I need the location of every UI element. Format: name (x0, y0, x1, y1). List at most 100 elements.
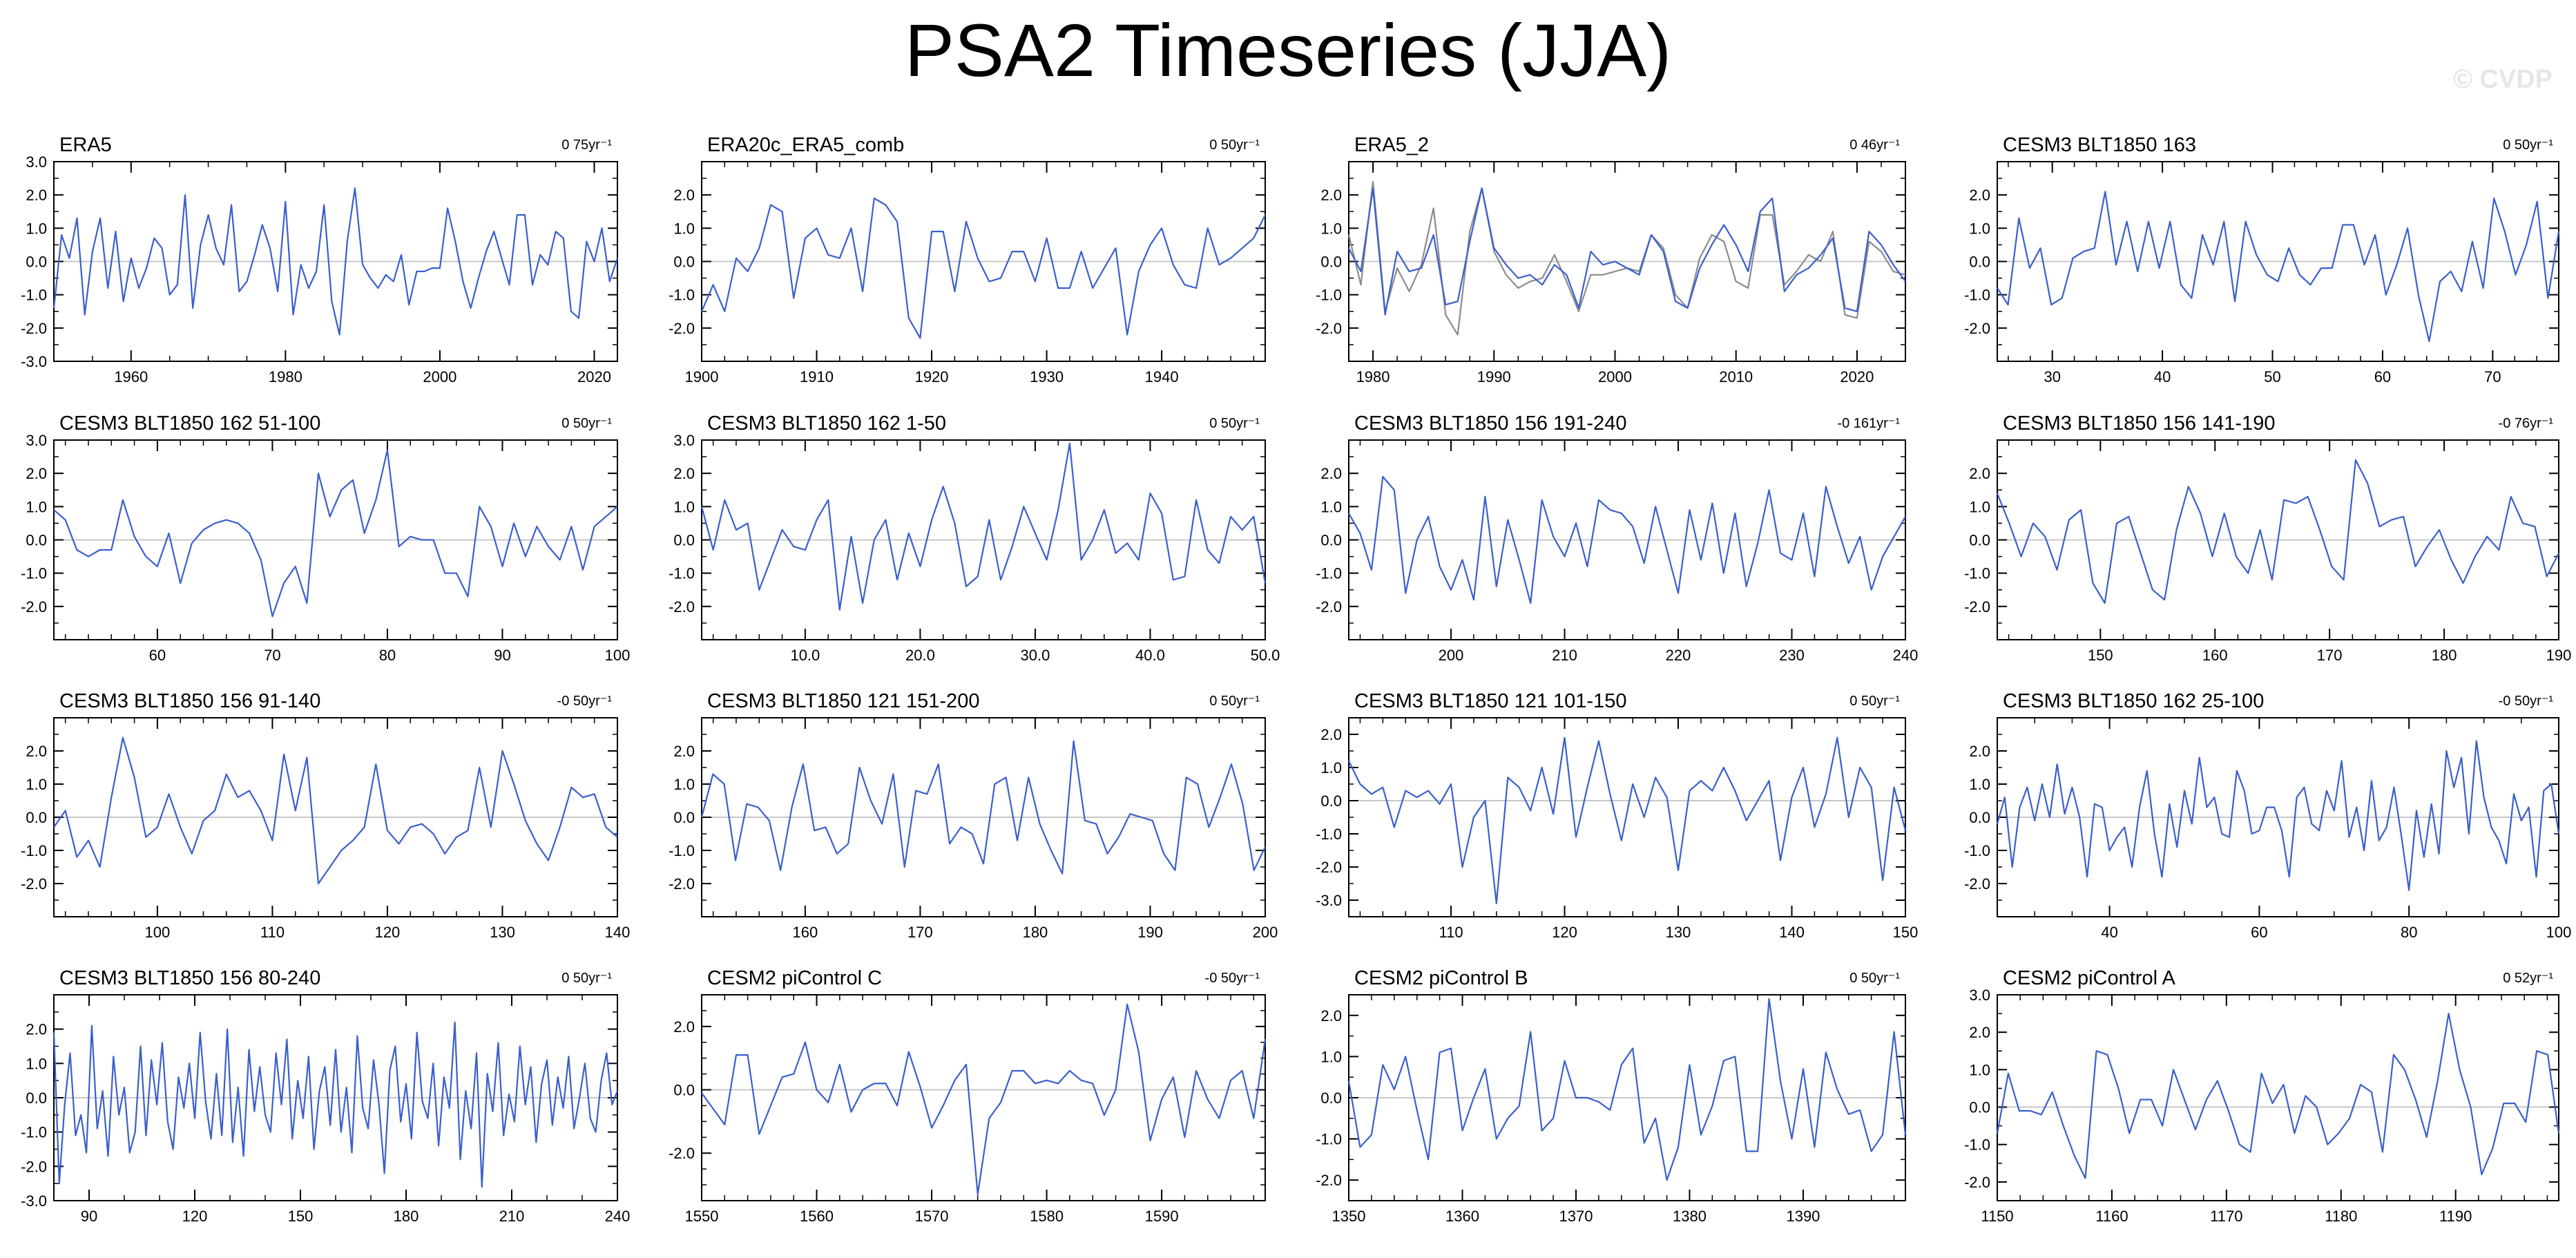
y-tick-label: 0.0 (26, 532, 47, 549)
y-tick-label: 2.0 (673, 743, 695, 760)
y-tick-label: 2.0 (1969, 743, 1990, 760)
trend-label: 0 50yr⁻¹ (1849, 971, 1900, 986)
y-tick-label: 1.0 (1320, 1048, 1342, 1065)
panel-15: 1350 1360 1370 1380 1390 2.0 1.0 0.0 -1.0 -2.0 CES… (1316, 967, 1907, 1225)
y-tick-label: 0.0 (1320, 532, 1342, 549)
x-tick-label: 200 (1439, 647, 1464, 664)
panel-title: CESM3 BLT1850 156 91-140 (59, 690, 320, 712)
y-tick-label: -1.0 (1316, 287, 1342, 304)
x-tick-label: 1580 (1030, 1208, 1064, 1225)
x-tick-label: 40.0 (1135, 647, 1165, 664)
y-tick-label: 3.0 (26, 432, 47, 449)
series-line (53, 736, 618, 885)
cvdp-watermark: © CVDP (2452, 65, 2553, 94)
x-tick-label: 1150 (1981, 1208, 2013, 1225)
y-tick-label: 1.0 (1320, 498, 1342, 515)
y-tick-label: 0.0 (1969, 532, 1990, 549)
y-tick-label: 2.0 (673, 465, 695, 482)
x-tick-label: 180 (394, 1208, 419, 1225)
x-tick-label: 190 (2546, 647, 2572, 664)
x-tick-label: 1930 (1030, 368, 1064, 385)
y-tick-label: 1.0 (26, 498, 47, 515)
series-line (52, 1021, 619, 1188)
x-tick-label: 100 (2546, 924, 2572, 941)
y-tick-label: -2.0 (1964, 1174, 1990, 1191)
y-tick-label: -2.0 (1316, 598, 1342, 616)
y-tick-label: -2.0 (21, 598, 47, 616)
y-tick-label: -1.0 (21, 1124, 47, 1141)
x-tick-label: 1960 (114, 368, 148, 385)
series-line (1996, 740, 2560, 891)
x-tick-label: 2000 (423, 368, 456, 385)
y-tick-label: -1.0 (21, 287, 47, 304)
y-tick-label: -3.0 (1316, 892, 1342, 909)
y-tick-label: 3.0 (26, 153, 47, 171)
series-line (1348, 187, 1906, 316)
y-tick-label: -1.0 (1964, 1136, 1990, 1154)
panel-3: 1980 1990 2000 2010 2020 2.0 1.0 0.0 -1.0 -2.0 ERA… (1316, 134, 1906, 385)
x-tick-label: 230 (1779, 647, 1805, 664)
y-tick-label: 0.0 (673, 1082, 695, 1099)
x-tick-label: 130 (1666, 924, 1691, 941)
panel-title: CESM3 BLT1850 121 101-150 (1354, 690, 1626, 712)
panel-12: 40 60 80 100 2.0 1.0 0.0 -1.0 -2.0 CESM3 BLT1850 … (1964, 690, 2571, 941)
y-tick-label: 2.0 (1969, 465, 1990, 482)
y-tick-label: -2.0 (1316, 859, 1342, 876)
y-tick-label: -1.0 (669, 842, 695, 859)
y-tick-label: -2.0 (1964, 320, 1990, 337)
trend-label: 0 50yr⁻¹ (2503, 137, 2553, 153)
trend-label: 0 50yr⁻¹ (1209, 416, 1260, 431)
y-tick-label: -1.0 (1964, 287, 1990, 304)
y-tick-label: 2.0 (1320, 726, 1342, 743)
x-tick-label: 20.0 (905, 647, 935, 664)
x-tick-label: 1980 (1356, 368, 1390, 385)
trend-label: 0 50yr⁻¹ (561, 971, 612, 986)
y-tick-label: 0.0 (26, 1089, 47, 1107)
y-tick-label: 0.0 (673, 254, 695, 271)
series-line (1996, 1012, 2560, 1179)
x-tick-label: 150 (1893, 924, 1919, 941)
y-tick-label: 1.0 (1320, 759, 1342, 776)
panel-title: CESM3 BLT1850 162 25-100 (2003, 690, 2264, 712)
x-tick-label: 1910 (800, 368, 834, 385)
y-tick-label: -1.0 (669, 565, 695, 582)
page-title: PSA2 Timeseries (JJA) (904, 8, 1672, 92)
y-tick-label: -1.0 (21, 842, 47, 859)
x-tick-label: 1180 (2325, 1208, 2357, 1225)
x-tick-label: 90 (81, 1208, 97, 1225)
trend-label: -0 76yr⁻¹ (2499, 416, 2554, 431)
x-tick-label: 50.0 (1251, 647, 1280, 664)
panel-13: 90 120 150 180 210 240 2.0 1.0 0.0 -1.0 -2.0 -3.0 CE… (21, 967, 630, 1225)
panel-title: CESM3 BLT1850 162 51-100 (59, 412, 320, 435)
y-tick-label: 1.0 (673, 776, 695, 793)
x-tick-label: 30.0 (1021, 647, 1050, 664)
y-tick-label: 1.0 (673, 220, 695, 237)
panel-title: ERA20c_ERA5_comb (707, 134, 904, 156)
x-tick-label: 150 (288, 1208, 314, 1225)
trend-label: 0 46yr⁻¹ (1849, 137, 1900, 153)
y-tick-label: -2.0 (1316, 320, 1342, 337)
y-tick-label: 0.0 (1969, 254, 1990, 271)
panel-title: CESM3 BLT1850 156 80-240 (59, 967, 320, 989)
x-tick-label: 110 (260, 924, 285, 941)
y-tick-label: 0.0 (26, 809, 47, 826)
x-tick-label: 140 (1779, 924, 1805, 941)
x-tick-label: 30 (2044, 368, 2060, 385)
y-tick-label: 1.0 (1969, 776, 1990, 793)
x-tick-label: 80 (379, 647, 396, 664)
x-tick-label: 90 (494, 647, 510, 664)
y-tick-label: -2.0 (21, 875, 47, 893)
y-tick-label: 0.0 (673, 809, 695, 826)
x-tick-label: 210 (1552, 647, 1577, 664)
x-tick-label: 160 (793, 924, 818, 941)
y-tick-label: -1.0 (1316, 565, 1342, 582)
x-tick-label: 120 (1552, 924, 1577, 941)
y-tick-label: 0.0 (1320, 254, 1342, 271)
y-tick-label: 2.0 (26, 465, 47, 482)
panel-8: 150 160 170 180 190 2.0 1.0 0.0 -1.0 -2.0 CESM3 BL… (1964, 412, 2571, 664)
y-tick-label: 0.0 (673, 532, 695, 549)
y-tick-label: -1.0 (1316, 1131, 1342, 1148)
y-tick-label: 2.0 (1320, 1007, 1342, 1024)
x-tick-label: 1160 (2095, 1208, 2128, 1225)
